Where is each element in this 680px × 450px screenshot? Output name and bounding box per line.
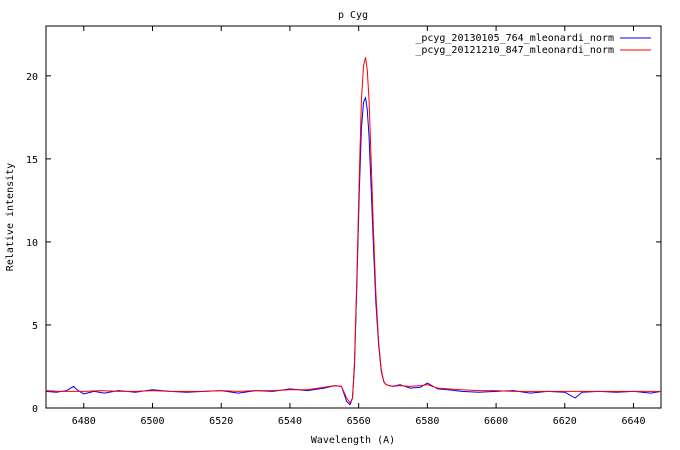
- legend: _pcyg_20130105_764_mleonardi_norm_pcyg_2…: [415, 33, 651, 56]
- plot-frame: [45, 25, 662, 409]
- y-tick-label: 10: [26, 238, 38, 249]
- series-line-2: [45, 57, 661, 404]
- chart-title: p Cyg: [338, 10, 368, 21]
- plot-area: [45, 25, 662, 409]
- x-tick-label: 6600: [484, 416, 508, 427]
- legend-label-1: _pcyg_20130105_764_mleonardi_norm: [415, 33, 614, 44]
- x-tick-label: 6580: [415, 416, 439, 427]
- y-tick-label: 5: [32, 321, 38, 332]
- y-tick-label: 0: [32, 404, 38, 415]
- x-tick-label: 6640: [621, 416, 645, 427]
- series-line-1: [45, 96, 662, 406]
- series-layer: [45, 57, 662, 406]
- y-tick-label: 15: [26, 155, 38, 166]
- x-tick-label: 6500: [140, 416, 164, 427]
- y-tick-label: 20: [26, 72, 38, 83]
- x-axis: 6480 6500 6520 6540 6560 6580 6600 6620 6640: [72, 26, 646, 427]
- x-tick-label: 6520: [209, 416, 233, 427]
- x-tick-label: 6560: [347, 416, 371, 427]
- y-axis-label: Relative intensity: [5, 163, 16, 271]
- legend-label-2: _pcyg_20121210_847_mleonardi_norm: [415, 45, 614, 56]
- x-tick-label: 6620: [553, 416, 577, 427]
- x-tick-label: 6540: [278, 416, 302, 427]
- x-tick-label: 6480: [72, 416, 96, 427]
- y-axis: 0 5 10 15 20: [26, 72, 661, 415]
- x-axis-label: Wavelength (A): [311, 435, 395, 446]
